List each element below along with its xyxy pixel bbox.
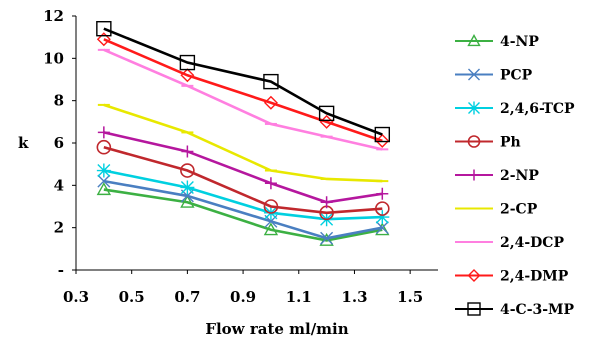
y-tick-label: 10 [43, 49, 64, 67]
legend-marker [467, 101, 481, 115]
axes [75, 16, 438, 271]
x-tick-label: 1.1 [286, 288, 312, 306]
data-point [180, 163, 195, 178]
series-line [103, 38, 383, 143]
series-line [103, 188, 383, 242]
data-point [375, 210, 390, 225]
y-axis-label: k [18, 134, 29, 152]
data-point [96, 32, 111, 47]
series-layer [96, 21, 391, 246]
legend-item: 4-NP [455, 34, 539, 50]
series-line [103, 131, 383, 204]
series-2-CP [97, 103, 389, 183]
data-point [263, 222, 279, 236]
series-line [103, 145, 383, 215]
y-tick-label: 8 [54, 92, 64, 110]
series-2,4-DMP [96, 32, 390, 148]
legend-marker [467, 135, 481, 148]
data-point [320, 231, 334, 245]
series-line [103, 48, 383, 151]
legend-label: 4-C-3-MP [500, 302, 575, 318]
data-point [318, 105, 335, 122]
data-point [319, 232, 334, 246]
data-point [375, 201, 390, 216]
legend-label: Ph [500, 135, 521, 151]
x-tick-label: 0.5 [119, 288, 145, 306]
legend-marker [467, 269, 481, 282]
legend-label: 4-NP [500, 34, 539, 50]
y-tick-label: 6 [54, 134, 64, 152]
x-tick-label: 1.5 [397, 288, 423, 306]
y-tick-label: 4 [54, 176, 64, 194]
legend-item: 2-CP [455, 202, 538, 218]
series-2-NP [97, 126, 389, 209]
data-point [96, 163, 111, 178]
data-point [179, 54, 196, 71]
data-point [376, 187, 389, 200]
data-point [320, 196, 333, 209]
x-tick-label: 0.9 [230, 288, 256, 306]
y-axis-ticks: - 2 4 6 8 10 12 [43, 7, 76, 279]
data-point [96, 21, 112, 37]
data-point [97, 126, 110, 139]
data-point [96, 182, 112, 196]
legend-item: Ph [455, 135, 521, 151]
series-Ph [96, 139, 390, 221]
legend: 4-NP PCP 2,4,6-TCP Ph 2-NP 2-CP 2,4-DCP 2,4-DMP… [455, 34, 575, 318]
data-point [375, 221, 389, 235]
data-point [96, 139, 112, 155]
x-tick-label: 1.3 [341, 288, 367, 306]
data-point [180, 180, 195, 195]
legend-label: 2-NP [500, 168, 539, 184]
legend-label: 2,4-DMP [500, 269, 569, 285]
data-point [263, 95, 278, 110]
data-point [181, 145, 194, 158]
data-point [263, 199, 279, 214]
data-point [375, 133, 390, 148]
x-tick-label: 0.3 [63, 288, 89, 306]
legend-marker [468, 169, 480, 181]
legend-label: 2-CP [500, 202, 538, 218]
legend-item: 2,4,6-TCP [455, 101, 575, 117]
x-axis-ticks: 0.3 0.5 0.7 0.9 1.1 1.3 1.5 [63, 270, 423, 306]
y-tick-label: 12 [43, 7, 64, 25]
y-tick-label: 2 [54, 219, 64, 237]
series-2,4-DCP [97, 48, 389, 151]
data-point [264, 177, 277, 190]
legend-marker [468, 68, 480, 81]
data-point [97, 174, 111, 188]
legend-label: 2,4-DCP [500, 235, 564, 251]
series-PCP [97, 174, 389, 245]
legend-label: PCP [500, 68, 533, 84]
legend-marker [467, 34, 481, 47]
series-line [103, 27, 383, 136]
y-tick-label: - [58, 261, 64, 279]
legend-item: 2-NP [455, 168, 539, 184]
data-point [263, 73, 279, 90]
legend-item: 2,4-DMP [455, 269, 569, 285]
legend-item: 4-C-3-MP [455, 302, 575, 318]
series-4-C-3-MP [96, 21, 391, 143]
data-point [180, 194, 195, 208]
data-point [374, 126, 391, 143]
legend-item: 2,4-DCP [455, 235, 564, 251]
legend-label: 2,4,6-TCP [500, 101, 575, 117]
data-point [180, 68, 195, 83]
x-axis-label: Flow rate ml/min [205, 320, 348, 338]
series-line [103, 179, 383, 240]
legend-marker [467, 302, 481, 316]
legend-item: PCP [455, 68, 533, 84]
x-tick-label: 0.7 [174, 288, 200, 306]
